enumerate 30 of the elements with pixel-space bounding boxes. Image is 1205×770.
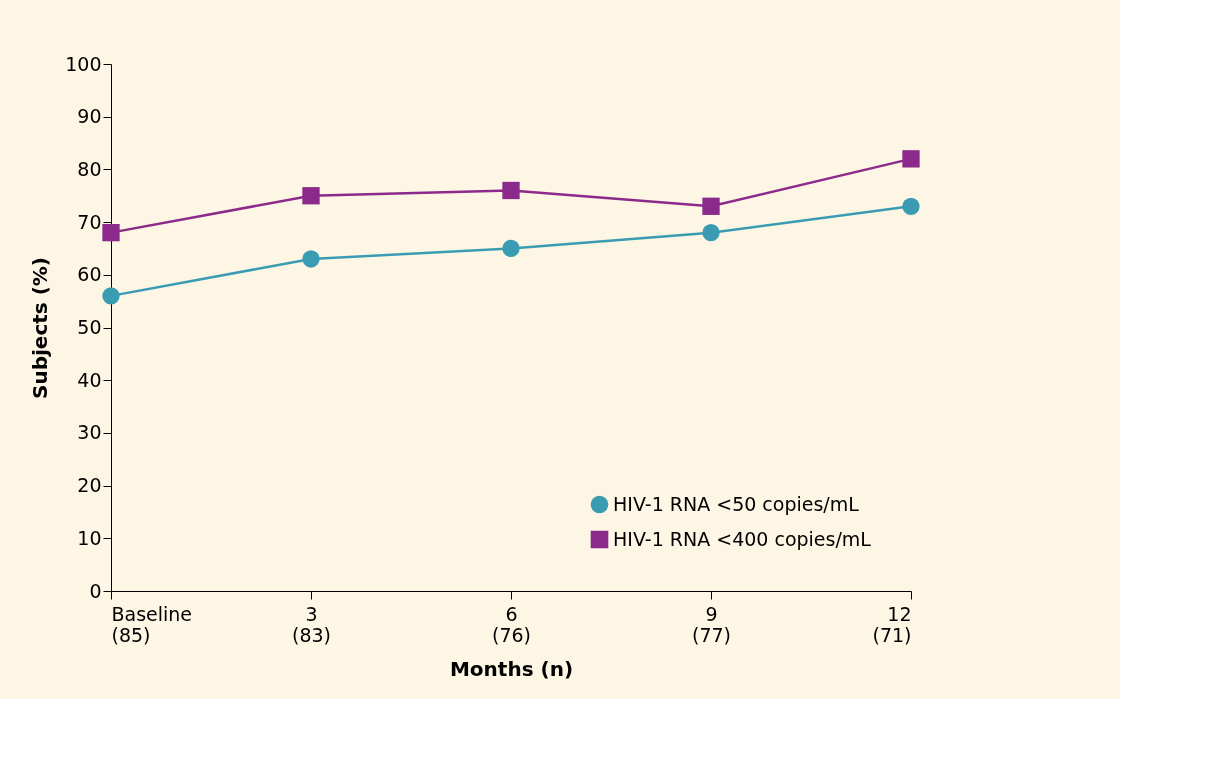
x-tick-label: 6 (76) <box>491 602 532 646</box>
x-tick-label: 12 (71) <box>872 602 912 646</box>
x-tick-label: 3 (83) <box>291 602 332 646</box>
point <box>102 223 120 242</box>
y-axis-title: Subjects (%) <box>28 257 53 399</box>
y-tick-label: 80 <box>77 157 102 180</box>
y-tick-label: 20 <box>77 474 102 497</box>
y-tick-label: 70 <box>77 210 102 233</box>
y-tick-label: 0 <box>89 579 102 602</box>
legend-label: HIV-1 RNA <400 copies/mL <box>613 527 872 550</box>
y-tick-label: 10 <box>77 526 102 549</box>
point <box>702 197 720 215</box>
y-tick-label: 60 <box>77 263 102 286</box>
point <box>502 239 520 258</box>
point <box>902 150 920 168</box>
x-tick-label: 9 (77) <box>691 602 732 646</box>
point <box>902 197 920 215</box>
point <box>102 287 120 305</box>
x-axis-title: Months (n) <box>449 656 574 681</box>
y-tick-label: 90 <box>77 105 102 128</box>
y-tick-label: 100 <box>65 52 102 75</box>
point <box>302 187 320 205</box>
x-tick-label: Baseline (85) <box>111 602 193 646</box>
point <box>702 224 720 242</box>
y-tick-label: 40 <box>77 368 102 391</box>
legend-label: HIV-1 RNA <50 copies/mL <box>613 492 860 515</box>
point <box>502 181 520 200</box>
y-tick-label: 50 <box>77 316 102 338</box>
point <box>302 250 320 268</box>
y-tick-label: 30 <box>77 421 102 444</box>
